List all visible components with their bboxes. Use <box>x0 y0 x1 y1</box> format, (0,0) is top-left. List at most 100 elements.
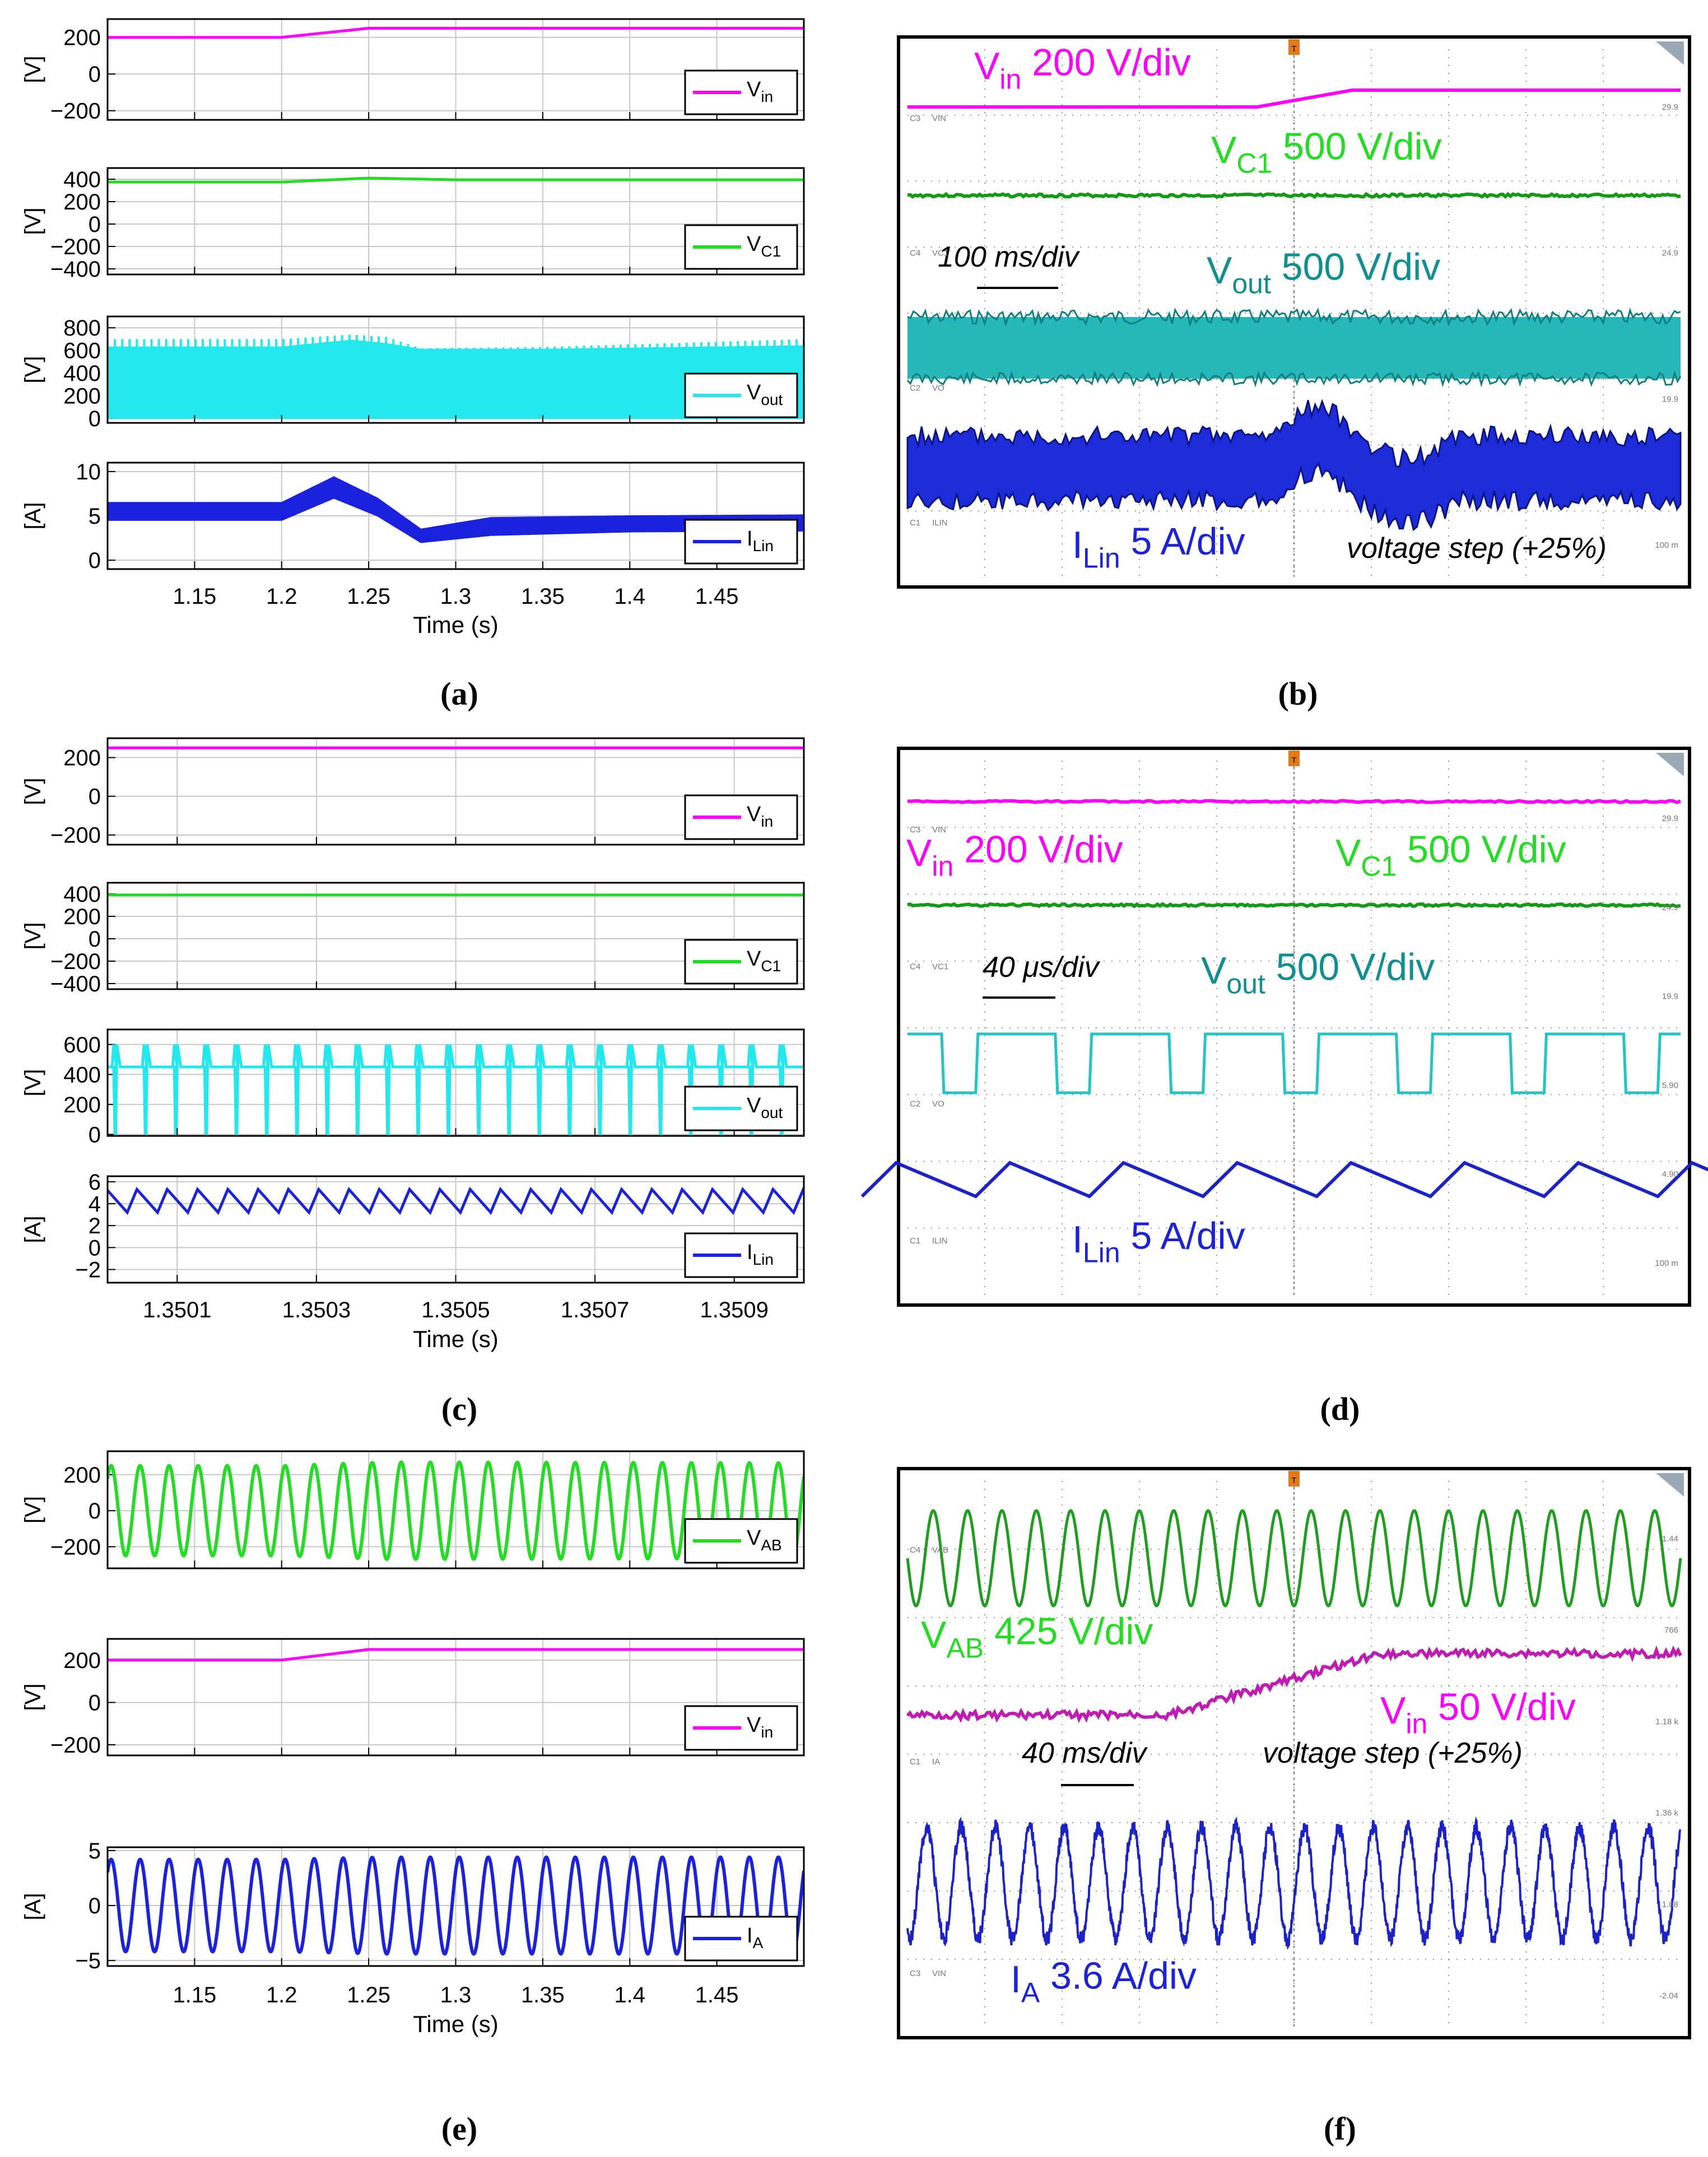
legend-c-c1: VC1 <box>684 939 798 985</box>
channel-name: VIN <box>932 114 946 123</box>
caption-e: (e) <box>441 2111 477 2147</box>
scope-d-vin-trace <box>907 799 1681 804</box>
ytick-label: 800 <box>63 316 101 341</box>
scope-d-label-in-scale: 200 V/div <box>953 828 1123 871</box>
ytick-label: 0 <box>89 1122 101 1147</box>
xtick-label: 1.45 <box>695 584 739 609</box>
ylabel: [A] <box>21 502 45 530</box>
legend-e-in: Vin <box>684 1705 798 1751</box>
legend-label-sub: A <box>753 1934 764 1951</box>
ytick-label: 5 <box>89 1839 101 1864</box>
scope-b-label-lin: ILin 5 A/div <box>1072 520 1245 574</box>
series-group <box>108 26 804 39</box>
ylabel: [V] <box>21 1496 45 1524</box>
legend-e-ab: VAB <box>684 1518 798 1564</box>
scope-d-label-lin-scale: 5 A/div <box>1120 1215 1245 1257</box>
scope-f-step-annotation: voltage step (+25%) <box>1263 1737 1523 1769</box>
ytick-label: 400 <box>63 882 101 907</box>
ytick-label: 0 <box>89 548 101 573</box>
series-group <box>108 1186 804 1215</box>
ytick-label: 200 <box>63 26 101 50</box>
ytick-label: 200 <box>63 1463 101 1488</box>
legend-label: Vin <box>747 78 773 105</box>
scope-b-label-c1-sub: C1 <box>1236 148 1272 179</box>
scope-b-timebase: 100 ms/div <box>938 241 1080 273</box>
scope-b-ilin-band <box>906 399 1682 532</box>
legend-label-base: V <box>747 1094 761 1117</box>
legend-e-a: IA <box>684 1916 798 1962</box>
series-group <box>108 1855 804 1956</box>
chart-e: 2000−200[V]VAB2000−200[V]Vin50−5[A]IA1.1… <box>21 1450 805 2037</box>
scope-b-label-in-scale: 200 V/div <box>1021 41 1190 84</box>
scope-d-label-lin-sub: Lin <box>1083 1237 1120 1269</box>
caption-c: (c) <box>441 1391 477 1427</box>
channel-tag: C1 <box>910 1236 920 1246</box>
chart-c-subplot-3: 600 400 200 0 [V] Vout <box>21 1028 805 1147</box>
caption-d: (d) <box>1320 1391 1360 1427</box>
scope-d-label-in-base: V <box>906 832 932 874</box>
scope-b-vout-band <box>907 317 1681 379</box>
ytick-label: 200 <box>63 1093 101 1117</box>
ytick-label: 0 <box>89 1894 101 1918</box>
scope-f-label-a-sub: A <box>1021 1977 1040 2009</box>
scope-b-label-in-base: V <box>974 45 1000 87</box>
ytick-label: 400 <box>63 167 101 192</box>
ylabel: [V] <box>21 923 45 950</box>
legend-label: VC1 <box>747 947 781 975</box>
ytick-label: 2 <box>89 1214 101 1238</box>
legend-label-sub: out <box>761 391 783 408</box>
ytick-label: 400 <box>63 361 101 386</box>
series-group <box>108 476 804 543</box>
scope-b-label-lin-scale: 5 A/div <box>1120 520 1245 563</box>
series-e-ab-trace <box>108 1460 804 1561</box>
channel-readout: 100 m <box>1655 541 1678 550</box>
channel-name: VIN <box>932 825 946 835</box>
xlabel: Time (s) <box>413 612 498 638</box>
series-a-out-trace-spikes <box>108 334 804 350</box>
scope-traces <box>860 799 1708 1199</box>
xlabel: Time (s) <box>413 2011 498 2037</box>
legend-label: Vin <box>747 1713 773 1741</box>
series-group <box>108 1044 804 1136</box>
legend-label-base: V <box>747 947 761 971</box>
channel-readout: 19.9 <box>1662 992 1678 1001</box>
ylabel: [V] <box>21 778 45 805</box>
xlabel: Time (s) <box>413 1326 498 1352</box>
ytick-label: 5 <box>89 504 101 529</box>
chart-a-subplot-1: 200 0 −200[V] Vin <box>21 18 805 124</box>
scope-f-label-ab-scale: 425 V/div <box>984 1610 1153 1653</box>
ytick-label: 200 <box>63 1648 101 1673</box>
ytick-label: 0 <box>89 62 101 87</box>
scope-b-vout-bottom <box>906 370 1682 388</box>
chart-a-subplot-4: 10 5 0 [A] ILin <box>21 460 805 573</box>
xtick-label: 1.4 <box>614 1983 645 2007</box>
scope-b-label-out-base: V <box>1207 249 1232 292</box>
legend-label-sub: Lin <box>753 1251 774 1268</box>
scope-d-label-out-scale: 500 V/div <box>1265 946 1435 989</box>
ytick-label: 200 <box>63 746 101 771</box>
legend-label-base: V <box>747 1526 761 1550</box>
ylabel: [V] <box>21 1684 45 1711</box>
series-e-a-trace <box>108 1855 804 1956</box>
ytick-label: 600 <box>63 1033 101 1057</box>
legend-c-out: Vout <box>684 1086 798 1131</box>
ytick-label: 600 <box>63 339 101 364</box>
legend-label-sub: C1 <box>761 957 781 975</box>
caption-a: (a) <box>440 675 478 712</box>
scope-d-label-lin-base: I <box>1072 1218 1083 1261</box>
xtick-label: 1.3 <box>440 584 472 609</box>
ytick-label: 4 <box>89 1192 101 1217</box>
channel-readout: 24.9 <box>1662 249 1678 258</box>
channel-tag: C3 <box>910 114 920 123</box>
legend-label: VC1 <box>747 232 781 260</box>
scope-d-ilin-trace <box>860 1161 1708 1199</box>
scope-f-label-ab-base: V <box>921 1614 947 1656</box>
ytick-label: 0 <box>89 785 101 809</box>
scope-f-vab-trace <box>906 1509 1682 1608</box>
